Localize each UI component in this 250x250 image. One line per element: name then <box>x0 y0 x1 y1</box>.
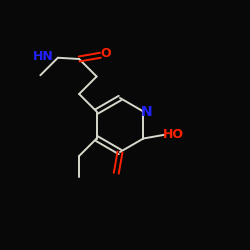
Text: HO: HO <box>163 128 184 141</box>
Text: N: N <box>140 104 152 118</box>
Text: HN: HN <box>33 50 54 63</box>
Text: O: O <box>100 48 111 60</box>
